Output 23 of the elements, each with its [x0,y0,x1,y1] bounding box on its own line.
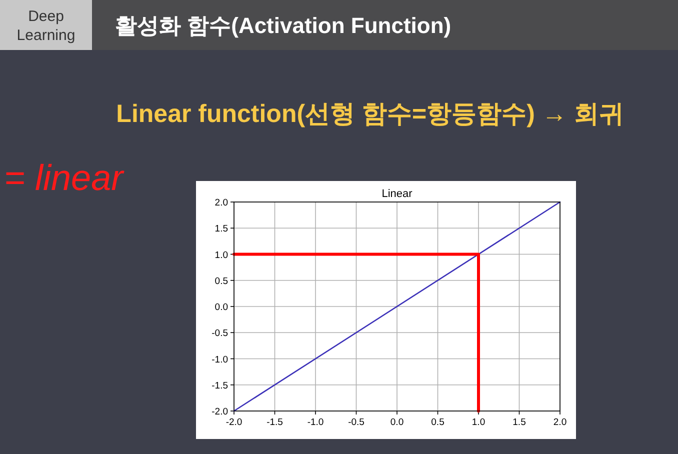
y-tick-label: -0.5 [212,328,228,340]
x-tick-label: 1.5 [512,417,526,428]
y-tick-label: -1.0 [212,354,228,366]
chart-title: Linear [382,188,413,200]
text: Deep Learning [16,8,76,44]
text: = linear [4,157,126,198]
y-tick-label: 1.0 [214,250,228,261]
y-tick-label: -1.5 [212,380,228,392]
x-tick-label: 0.0 [390,417,404,428]
y-tick-label: -2.0 [212,406,228,418]
x-tick-label: 1.0 [472,417,486,428]
text: Linear function(선형 함수=항등함수) → 회귀 [116,100,624,128]
x-tick-label: 2.0 [553,417,567,428]
x-tick-label: -0.5 [348,417,364,428]
x-tick-label: 0.5 [431,417,444,428]
text: 활성화 함수(Activation Function) [115,13,452,38]
x-tick-label: -2.0 [226,417,242,428]
y-tick-label: 0.5 [214,276,228,287]
x-tick-label: -1.5 [266,417,283,428]
y-tick-label: 0.0 [214,302,228,313]
y-tick-label: 1.5 [214,224,228,235]
x-tick-label: -1.0 [307,417,324,428]
y-tick-label: 2.0 [214,198,228,208]
